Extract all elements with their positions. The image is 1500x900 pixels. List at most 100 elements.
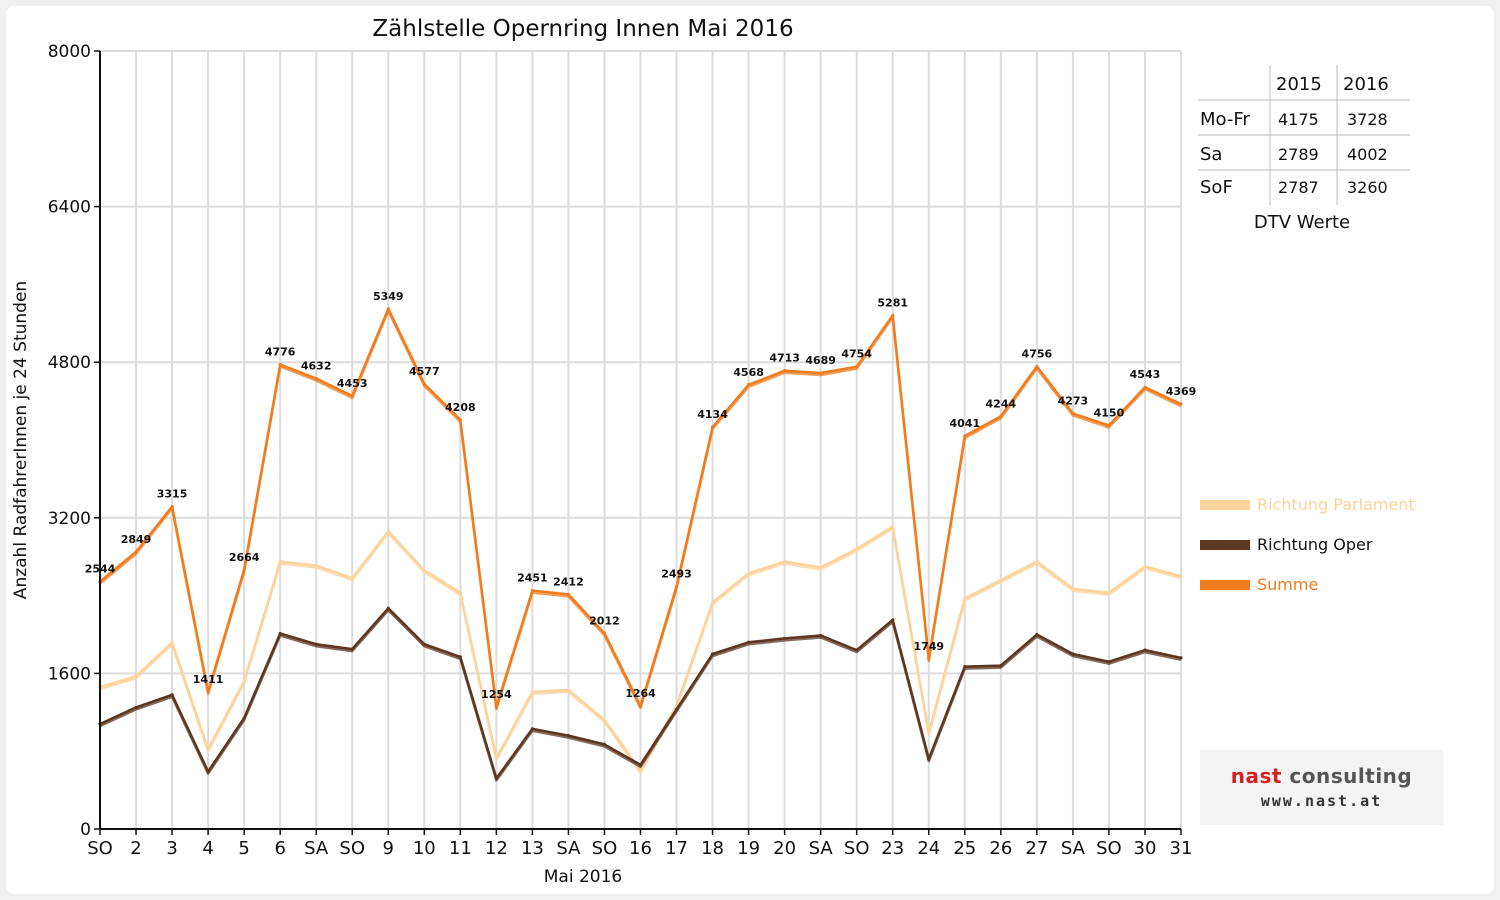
- x-tick-label: 24: [917, 838, 940, 859]
- data-point: [530, 690, 535, 694]
- x-tick-label: 17: [665, 838, 688, 859]
- data-label: 4577: [409, 365, 440, 378]
- legend: Richtung Parlament Richtung Oper Summe: [1200, 495, 1415, 594]
- data-point: [134, 705, 138, 710]
- data-point: [1179, 574, 1183, 578]
- x-tick-label: 10: [413, 838, 436, 859]
- dtv-cell: 3728: [1347, 110, 1388, 129]
- x-tick-label: SA: [304, 838, 329, 859]
- data-label: 4713: [769, 352, 800, 365]
- data-point: [927, 757, 931, 761]
- data-point: [638, 769, 643, 773]
- data-label: 4453: [337, 377, 368, 390]
- data-point: [314, 642, 318, 646]
- x-tick-label: 31: [1170, 838, 1193, 859]
- data-point: [963, 664, 967, 669]
- data-label: 4689: [805, 354, 836, 367]
- data-point: [206, 747, 210, 751]
- data-label: 5281: [877, 296, 908, 309]
- data-label: 4208: [445, 401, 476, 414]
- data-point: [747, 640, 751, 644]
- data-label: 4568: [733, 366, 764, 379]
- data-label: 4150: [1094, 406, 1125, 419]
- data-point: [206, 770, 210, 774]
- data-point: [602, 631, 607, 635]
- chart-frame: [6, 6, 1494, 894]
- dtv-row-label: Sa: [1200, 144, 1222, 165]
- data-point: [855, 648, 859, 652]
- data-label: 4756: [1022, 347, 1053, 360]
- x-tick-label: SO: [592, 838, 618, 859]
- x-tick-label: 11: [449, 838, 472, 859]
- x-tick-label: 16: [629, 838, 652, 859]
- x-tick-label: 12: [485, 838, 508, 859]
- data-point: [494, 705, 498, 709]
- data-point: [422, 382, 426, 386]
- data-label: 2664: [229, 551, 260, 564]
- legend-item-oper: Richtung Oper: [1200, 535, 1373, 554]
- data-point: [855, 547, 859, 551]
- data-label: 2412: [553, 575, 584, 588]
- data-point: [1107, 423, 1111, 428]
- data-label: 2451: [517, 572, 548, 585]
- dtv-cell: 2789: [1278, 145, 1319, 164]
- data-point: [747, 383, 751, 387]
- data-point: [170, 505, 174, 509]
- logo-name-red: nast: [1230, 764, 1282, 788]
- data-point: [278, 631, 282, 636]
- data-label: 2544: [85, 563, 116, 576]
- data-point: [494, 756, 498, 760]
- dtv-row-label: Mo-Fr: [1200, 109, 1250, 130]
- data-point: [963, 434, 967, 438]
- data-label: 1749: [913, 640, 944, 653]
- data-point: [134, 550, 138, 554]
- grid: [100, 50, 1182, 829]
- data-point: [891, 618, 895, 622]
- data-point: [710, 425, 715, 429]
- legend-label-summe: Summe: [1257, 575, 1318, 594]
- data-point: [350, 576, 354, 580]
- data-label: 5349: [373, 290, 404, 303]
- data-label: 4244: [986, 397, 1017, 410]
- x-tick-label: 19: [737, 838, 760, 859]
- data-point: [494, 776, 498, 781]
- legend-label-parlament: Richtung Parlament: [1257, 495, 1415, 514]
- x-tick-label: SO: [87, 838, 113, 859]
- data-label: 2849: [121, 533, 152, 546]
- dtv-cell: 4002: [1347, 145, 1388, 164]
- data-point: [170, 640, 174, 644]
- data-label: 4134: [697, 408, 728, 421]
- x-tick-label: 27: [1025, 838, 1048, 859]
- data-point: [783, 559, 787, 564]
- dtv-table: 2015 2016 Mo-Fr 4175 3728 Sa 2789 4002 S…: [1198, 65, 1410, 233]
- y-tick-label: 0: [80, 820, 91, 840]
- x-tick-label: SA: [556, 838, 581, 859]
- data-label: 4632: [301, 360, 332, 373]
- data-point: [458, 591, 462, 595]
- x-tick-label: 23: [881, 838, 904, 859]
- data-point: [1143, 648, 1147, 652]
- data-point: [566, 734, 571, 738]
- data-point: [710, 652, 715, 656]
- company-logo: nast consulting www.nast.at: [1200, 750, 1443, 825]
- y-tick-label: 3200: [48, 509, 91, 529]
- dtv-cell: 2787: [1278, 178, 1319, 197]
- data-point: [1071, 411, 1075, 416]
- data-label: 4041: [949, 417, 980, 430]
- legend-swatch-oper: [1200, 540, 1250, 550]
- data-point: [1035, 364, 1039, 369]
- x-tick-label: 4: [202, 838, 213, 859]
- series-lines: [98, 307, 1183, 782]
- x-tick-label: 30: [1134, 838, 1157, 859]
- data-point: [1035, 559, 1039, 564]
- data-point: [1143, 564, 1147, 569]
- data-point: [386, 606, 390, 610]
- x-tick-label: SO: [844, 838, 870, 859]
- data-point: [999, 414, 1003, 418]
- data-point: [530, 589, 535, 593]
- data-label: 2012: [589, 614, 620, 627]
- data-point: [386, 307, 390, 311]
- data-point: [819, 633, 823, 638]
